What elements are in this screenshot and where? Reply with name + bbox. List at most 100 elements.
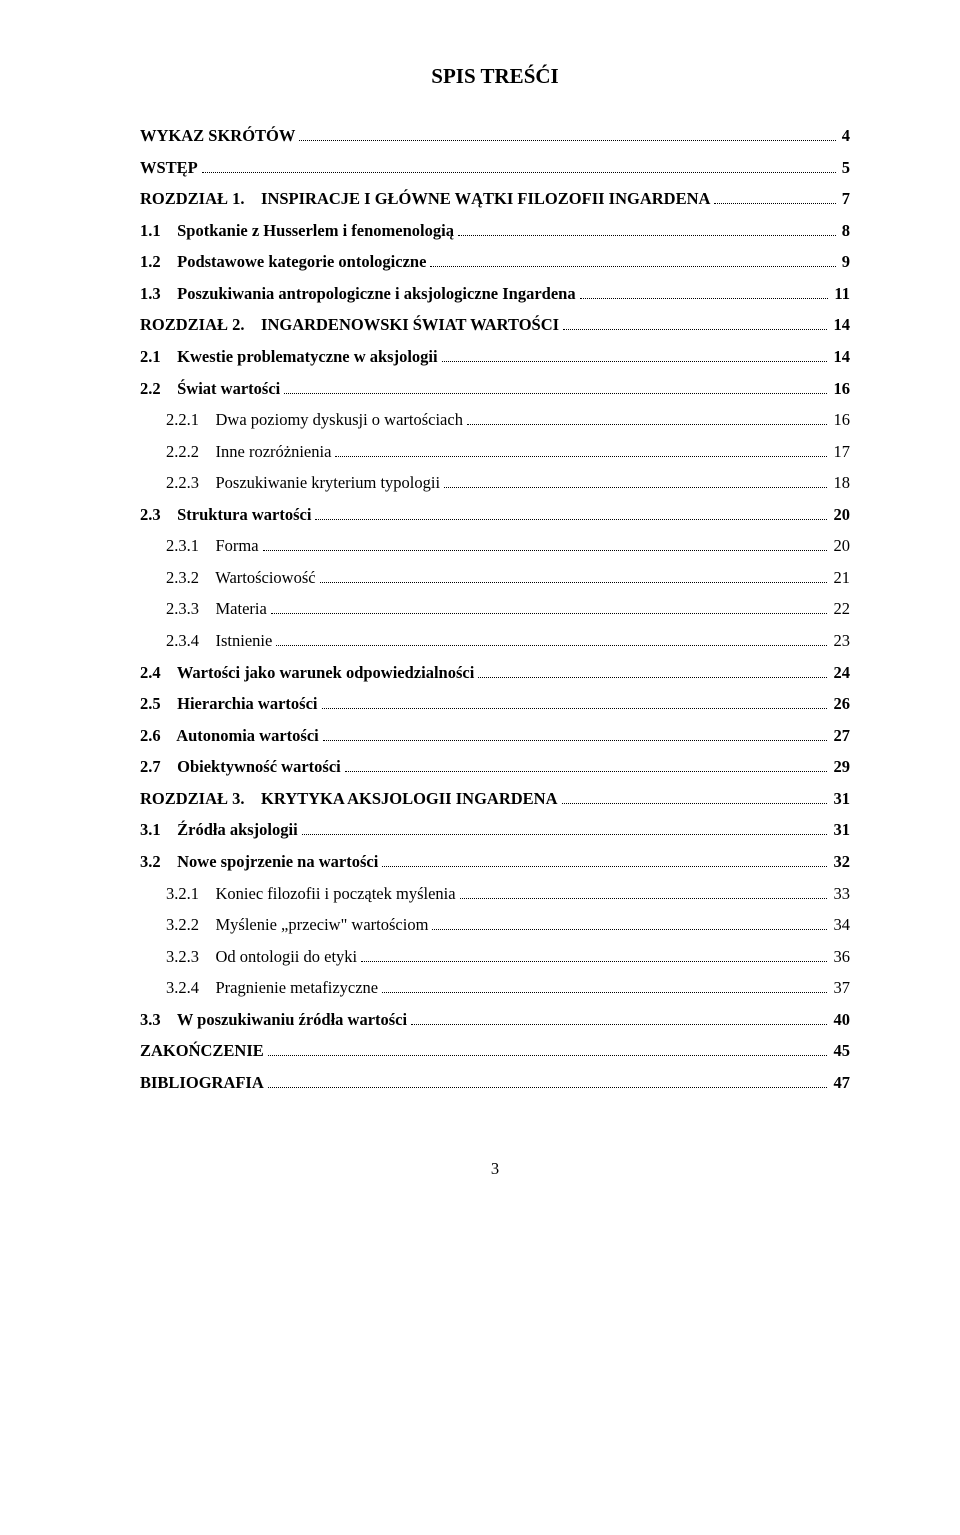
toc-entry-label: 2.3 Struktura wartości — [140, 502, 311, 528]
toc-entry: BIBLIOGRAFIA 47 — [140, 1070, 850, 1096]
toc-page: SPIS TREŚĆI WYKAZ SKRÓTÓW 4WSTĘP 5ROZDZI… — [0, 0, 960, 1219]
toc-entry-label: WYKAZ SKRÓTÓW — [140, 123, 295, 149]
toc-entry: 2.3.2 Wartościowość 21 — [140, 565, 850, 591]
toc-entry-page: 16 — [829, 376, 850, 402]
toc-entry-label: WSTĘP — [140, 155, 198, 181]
toc-entry-label: BIBLIOGRAFIA — [140, 1070, 264, 1096]
toc-entry-page: 34 — [829, 912, 850, 938]
toc-leader — [458, 222, 836, 236]
toc-list: WYKAZ SKRÓTÓW 4 WSTĘP 5 ROZDZIAŁ 1. INSPIR… — [140, 123, 850, 1095]
toc-entry-label: ROZDZIAŁ 3. KRYTYKA AKSJOLOGII INGARDENA — [140, 786, 558, 812]
toc-entry-label: 3.2.1 Koniec filozofii i początek myślen… — [166, 881, 456, 907]
toc-leader — [302, 822, 828, 836]
toc-entry: ROZDZIAŁ 3. KRYTYKA AKSJOLOGII INGARDENA… — [140, 786, 850, 812]
toc-leader — [299, 127, 835, 141]
toc-entry: 1.2 Podstawowe kategorie ontologiczne 9 — [140, 249, 850, 275]
toc-entry-label: 2.7 Obiektywność wartości — [140, 754, 341, 780]
toc-entry-page: 16 — [829, 407, 850, 433]
toc-entry-page: 20 — [829, 502, 850, 528]
toc-leader — [460, 885, 828, 899]
toc-leader — [323, 727, 828, 741]
toc-leader — [444, 474, 827, 488]
toc-leader — [714, 190, 835, 204]
toc-entry-label: 1.1 Spotkanie z Husserlem i fenomenologi… — [140, 218, 454, 244]
toc-leader — [284, 380, 827, 394]
toc-entry-label: 2.2.1 Dwa poziomy dyskusji o wartościach — [166, 407, 463, 433]
toc-entry-page: 23 — [829, 628, 850, 654]
toc-entry: 2.2.3 Poszukiwanie kryterium typologii 1… — [140, 470, 850, 496]
toc-entry-page: 7 — [838, 186, 850, 212]
toc-entry-label: 3.2.4 Pragnienie metafizyczne — [166, 975, 378, 1001]
toc-entry-page: 22 — [829, 596, 850, 622]
toc-entry-label: 3.2 Nowe spojrzenie na wartości — [140, 849, 378, 875]
toc-leader — [562, 790, 828, 804]
toc-entry: 2.6 Autonomia wartości 27 — [140, 723, 850, 749]
toc-entry-page: 26 — [829, 691, 850, 717]
toc-entry-page: 29 — [829, 754, 850, 780]
toc-entry: 3.3 W poszukiwaniu źródła wartości 40 — [140, 1007, 850, 1033]
toc-entry-label: 2.3.1 Forma — [166, 533, 259, 559]
toc-entry: 3.1 Źródła aksjologii 31 — [140, 817, 850, 843]
toc-entry-page: 18 — [829, 470, 850, 496]
toc-entry-label: 2.3.4 Istnienie — [166, 628, 272, 654]
toc-entry: ROZDZIAŁ 1. INSPIRACJE I GŁÓWNE WĄTKI FI… — [140, 186, 850, 212]
toc-leader — [563, 317, 827, 331]
toc-entry-label: 3.2.2 Myślenie „przeciw" wartościom — [166, 912, 428, 938]
toc-entry-page: 11 — [830, 281, 850, 307]
toc-entry: 2.5 Hierarchia wartości 26 — [140, 691, 850, 717]
toc-entry-label: ROZDZIAŁ 1. INSPIRACJE I GŁÓWNE WĄTKI FI… — [140, 186, 710, 212]
toc-entry: 2.3 Struktura wartości 20 — [140, 502, 850, 528]
toc-entry: 3.2.4 Pragnienie metafizyczne 37 — [140, 975, 850, 1001]
toc-entry-label: 2.1 Kwestie problematyczne w aksjologii — [140, 344, 438, 370]
toc-leader — [268, 1043, 828, 1057]
toc-entry: 3.2.1 Koniec filozofii i początek myślen… — [140, 881, 850, 907]
toc-leader — [268, 1074, 828, 1088]
toc-entry-label: 2.3.3 Materia — [166, 596, 267, 622]
toc-entry-page: 9 — [838, 249, 850, 275]
toc-entry-page: 14 — [829, 344, 850, 370]
toc-entry-page: 27 — [829, 723, 850, 749]
toc-entry-label: 2.2.2 Inne rozróżnienia — [166, 439, 331, 465]
toc-entry: 2.3.4 Istnienie 23 — [140, 628, 850, 654]
toc-leader — [382, 979, 827, 993]
toc-leader — [382, 853, 827, 867]
toc-entry-label: 3.2.3 Od ontologii do etyki — [166, 944, 357, 970]
toc-entry-label: 2.4 Wartości jako warunek odpowiedzialno… — [140, 660, 474, 686]
toc-entry: 3.2.2 Myślenie „przeciw" wartościom 34 — [140, 912, 850, 938]
toc-entry: 3.2.3 Od ontologii do etyki 36 — [140, 944, 850, 970]
toc-entry-label: 3.1 Źródła aksjologii — [140, 817, 298, 843]
toc-entry: 2.1 Kwestie problematyczne w aksjologii … — [140, 344, 850, 370]
toc-entry-page: 4 — [838, 123, 850, 149]
toc-entry-label: ROZDZIAŁ 2. INGARDENOWSKI ŚWIAT WARTOŚCI — [140, 312, 559, 338]
toc-entry: 2.3.1 Forma 20 — [140, 533, 850, 559]
toc-leader — [263, 538, 828, 552]
toc-entry-page: 8 — [838, 218, 850, 244]
toc-entry: 2.7 Obiektywność wartości 29 — [140, 754, 850, 780]
toc-entry: 2.2.1 Dwa poziomy dyskusji o wartościach… — [140, 407, 850, 433]
toc-leader — [276, 632, 827, 646]
toc-leader — [322, 695, 828, 709]
toc-leader — [315, 506, 827, 520]
toc-leader — [271, 601, 828, 615]
toc-leader — [345, 758, 828, 772]
toc-leader — [361, 948, 827, 962]
toc-entry-label: 2.5 Hierarchia wartości — [140, 691, 318, 717]
page-number: 3 — [140, 1159, 850, 1179]
toc-entry-label: 1.3 Poszukiwania antropologiczne i aksjo… — [140, 281, 576, 307]
toc-leader — [411, 1011, 827, 1025]
toc-entry-label: 2.2.3 Poszukiwanie kryterium typologii — [166, 470, 440, 496]
toc-entry-page: 45 — [829, 1038, 850, 1064]
toc-entry-page: 24 — [829, 660, 850, 686]
toc-leader — [467, 411, 827, 425]
toc-entry: 2.3.3 Materia 22 — [140, 596, 850, 622]
toc-leader — [335, 443, 827, 457]
toc-entry-page: 17 — [829, 439, 850, 465]
toc-entry-page: 32 — [829, 849, 850, 875]
toc-entry: WSTĘP 5 — [140, 155, 850, 181]
toc-entry-label: ZAKOŃCZENIE — [140, 1038, 264, 1064]
toc-entry-label: 2.3.2 Wartościowość — [166, 565, 316, 591]
toc-entry-label: 1.2 Podstawowe kategorie ontologiczne — [140, 249, 426, 275]
toc-entry-page: 31 — [829, 786, 850, 812]
toc-entry-label: 2.2 Świat wartości — [140, 376, 280, 402]
toc-entry-page: 20 — [829, 533, 850, 559]
